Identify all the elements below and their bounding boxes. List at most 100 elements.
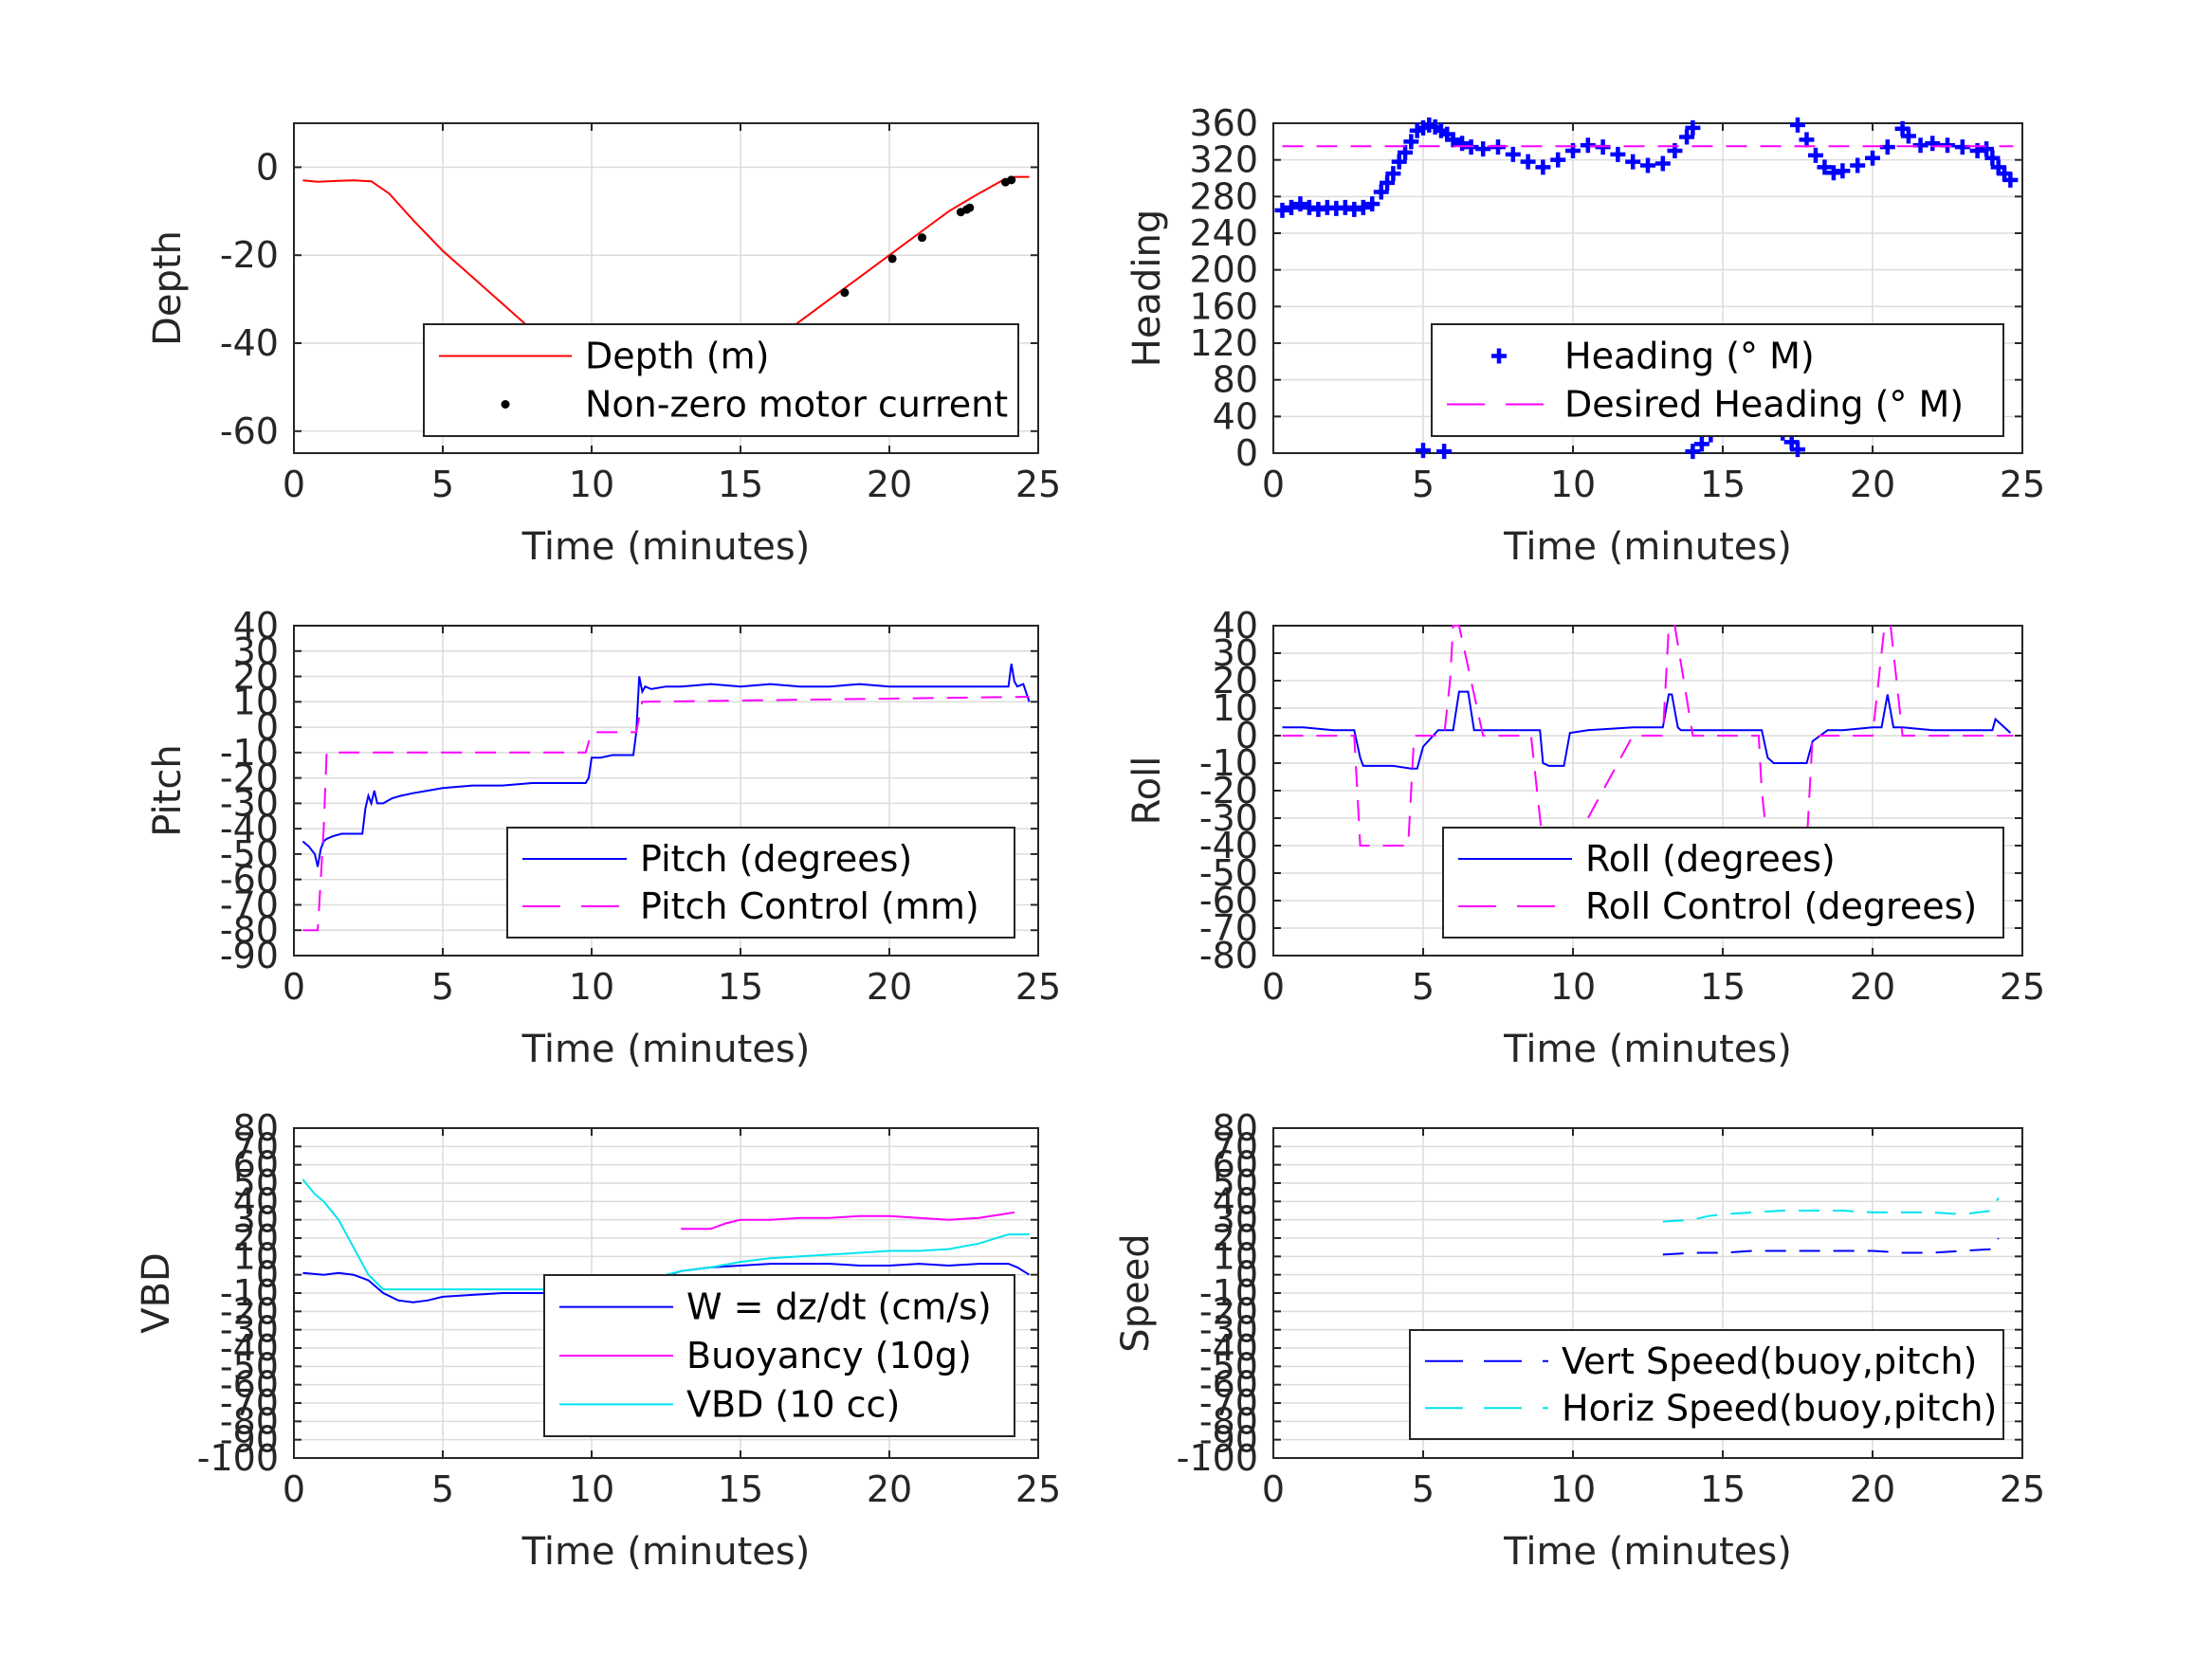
data-point — [1807, 147, 1823, 163]
data-point — [2002, 172, 2019, 188]
data-point — [1391, 154, 1407, 170]
y-tick-label: -80 — [1199, 935, 1258, 976]
y-tick-label: 240 — [1189, 212, 1258, 254]
data-point — [918, 233, 927, 243]
series-speed-1 — [1662, 1197, 2000, 1223]
y-tick-label: -50 — [220, 833, 279, 875]
series-line — [302, 696, 1030, 932]
data-point — [1679, 129, 1695, 145]
y-tick-label: -40 — [220, 808, 279, 849]
y-tick-label: 30 — [233, 1199, 279, 1241]
y-tick-label: -50 — [1199, 1345, 1258, 1387]
y-tick-label: 120 — [1189, 322, 1258, 364]
data-point — [1007, 175, 1016, 185]
y-tick-label: -20 — [220, 757, 279, 799]
data-point — [1475, 141, 1491, 157]
y-axis-label: VBD — [135, 1252, 178, 1334]
legend-label: Buoyancy (10g) — [686, 1335, 972, 1376]
series-speed-0 — [1662, 1237, 2000, 1256]
y-tick-label: -20 — [1199, 1290, 1258, 1332]
y-tick-label: -10 — [220, 732, 279, 774]
data-point — [1454, 136, 1471, 152]
x-tick-label: 25 — [2000, 464, 2045, 505]
x-tick-label: 0 — [283, 464, 305, 505]
y-tick-label: 20 — [1213, 660, 1258, 702]
data-point — [1274, 202, 1290, 218]
series-line — [1282, 690, 2012, 770]
data-point — [1380, 174, 1396, 191]
legend-label: Pitch (degrees) — [640, 838, 912, 880]
y-tick-label: 0 — [256, 706, 279, 748]
y-tick-label: 60 — [1213, 1144, 1258, 1186]
y-tick-label: 80 — [1213, 1107, 1258, 1149]
legend-label: Heading (° M) — [1564, 336, 1815, 377]
data-point — [1925, 136, 1941, 152]
data-point — [1865, 150, 1880, 166]
y-tick-label: -80 — [1199, 1400, 1258, 1442]
y-tick-label: 70 — [1213, 1125, 1258, 1167]
legend: Vert Speed(buoy,pitch) Horiz Speed(buoy,p… — [1409, 1329, 2004, 1440]
y-tick-label: -10 — [220, 1272, 279, 1314]
legend: Depth (m) Non-zero motor current — [423, 323, 1019, 437]
y-tick-label: 80 — [1213, 359, 1258, 401]
y-tick-label: -10 — [1199, 742, 1258, 784]
x-tick-label: 20 — [867, 966, 912, 1008]
y-tick-label: -70 — [220, 884, 279, 925]
y-tick-label: 40 — [1213, 1180, 1258, 1222]
series-roll-0 — [1282, 690, 2012, 770]
axes-frame — [293, 625, 1039, 957]
data-point — [1693, 436, 1709, 452]
data-point — [1436, 444, 1453, 460]
data-point — [1535, 159, 1551, 175]
data-point — [1817, 159, 1833, 175]
x-tick-label: 25 — [1015, 1468, 1061, 1510]
series-pitch-0 — [302, 664, 1031, 867]
legend-label: Pitch Control (mm) — [640, 885, 979, 927]
chart-depth: 0 5 10 15 20 25 -60 -40 -20 0 Time (minutes) Depth D… — [146, 122, 1061, 569]
y-tick-label: -100 — [1177, 1437, 1258, 1479]
y-tick-label: 50 — [1213, 1162, 1258, 1204]
x-tick-label: 15 — [1700, 966, 1746, 1008]
axes-frame — [1272, 122, 2023, 454]
data-point — [1790, 442, 1805, 458]
legend: Roll (degrees) Roll Control (degrees) — [1442, 827, 2004, 939]
x-tick-label: 25 — [1015, 464, 1061, 505]
data-point — [1685, 119, 1701, 136]
data-point — [1685, 444, 1701, 460]
data-point — [840, 288, 850, 298]
y-tick-label: 0 — [1235, 1254, 1258, 1296]
legend-marker — [501, 400, 510, 409]
y-tick-label: -60 — [220, 859, 279, 901]
data-point — [1398, 144, 1414, 160]
y-tick-label: -20 — [1199, 770, 1258, 811]
x-tick-label: 5 — [431, 464, 454, 505]
y-tick-label: 40 — [1213, 395, 1258, 437]
y-tick-label: -100 — [197, 1437, 279, 1479]
legend-label: Roll (degrees) — [1585, 838, 1836, 880]
data-point — [1640, 157, 1655, 173]
data-point — [1900, 128, 1916, 144]
data-point — [1283, 199, 1299, 215]
y-tick-label: -30 — [220, 782, 279, 824]
series-pitch-1 — [302, 696, 1030, 932]
x-axis-label: Time (minutes) — [1503, 525, 1792, 569]
y-tick-label: 10 — [1213, 1235, 1258, 1277]
data-point — [887, 254, 897, 264]
x-tick-label: 20 — [1850, 464, 1895, 505]
series-line — [681, 1211, 1015, 1231]
series-vbd-1 — [681, 1211, 1015, 1231]
x-tick-label: 20 — [867, 464, 912, 505]
y-tick-label: -30 — [1199, 797, 1258, 839]
x-axis-label: Time (minutes) — [1503, 1028, 1792, 1071]
y-tick-label: 0 — [1235, 432, 1258, 474]
y-tick-label: -40 — [220, 322, 279, 364]
x-tick-label: 5 — [1412, 1468, 1435, 1510]
x-tick-label: 0 — [283, 966, 305, 1008]
data-point — [1625, 154, 1641, 170]
data-point — [1364, 196, 1380, 212]
x-tick-label: 15 — [718, 966, 763, 1008]
x-tick-label: 0 — [283, 1468, 305, 1510]
x-tick-label: 10 — [1550, 464, 1596, 505]
